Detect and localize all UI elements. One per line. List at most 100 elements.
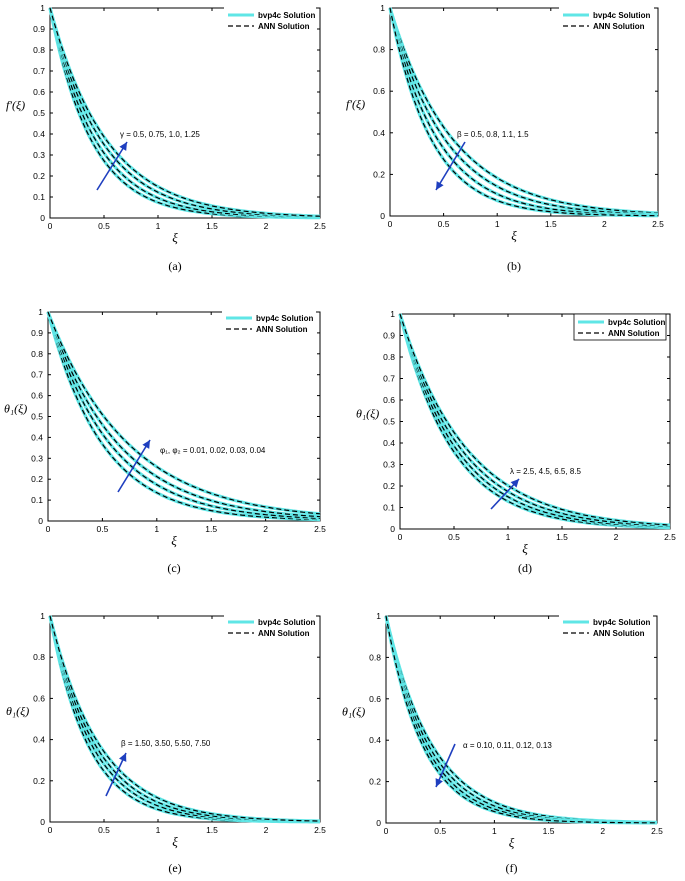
series-ann-3 — [47, 311, 321, 515]
x-tick-label: 1.5 — [206, 221, 218, 231]
trend-arrow — [435, 141, 466, 191]
trend-arrow — [117, 439, 151, 493]
x-tick-label: 2 — [600, 826, 605, 836]
y-tick-label: 0.8 — [369, 652, 381, 662]
panel-caption: (c) — [167, 561, 180, 575]
y-tick-label: 0.4 — [373, 128, 385, 138]
legend-box — [224, 614, 316, 640]
trend-arrow — [96, 141, 128, 191]
chart-panel-a: 0 0.5 1 1.5 2 2.5 0 0.1 0.2 0.3 0.4 0.5 0.6 0.7 0.8 0.9… — [6, 3, 326, 273]
x-axis-title: ξ — [509, 835, 515, 850]
y-tick-label: 0.4 — [33, 735, 45, 745]
legend-dashed-label: ANN Solution — [256, 325, 308, 334]
y-tick-label: 0 — [376, 818, 381, 828]
legend-box — [573, 313, 667, 341]
series-bvp4c-3 — [48, 615, 320, 823]
series-bvp4c-1 — [48, 615, 320, 824]
series-ann-2 — [385, 615, 658, 824]
x-tick-label: 0.5 — [438, 219, 450, 229]
y-tick-label: 0.5 — [31, 412, 43, 422]
y-tick-label: 0.3 — [383, 460, 395, 470]
y-tick-label: 0.2 — [383, 481, 395, 491]
y-tick-label: 0.8 — [33, 652, 45, 662]
x-tick-label: 2.5 — [314, 825, 326, 835]
series-ann-3 — [389, 7, 658, 217]
x-tick-label: 2 — [264, 825, 269, 835]
legend-dashed-label: ANN Solution — [593, 629, 645, 638]
panel-caption: (a) — [168, 259, 181, 273]
x-tick-label: 0 — [388, 219, 393, 229]
plot-frame — [389, 7, 659, 217]
legend: bvp4c Solution ANN Solution — [224, 7, 316, 33]
x-tick-label: 1.5 — [545, 219, 557, 229]
x-tick-label: 1.5 — [543, 826, 555, 836]
series-ann-3 — [49, 7, 321, 217]
y-axis-title: θ₁(ξ) — [4, 402, 27, 416]
x-tick-label: 1.5 — [205, 524, 217, 534]
y-tick-label: 1 — [40, 611, 45, 621]
chart-panel-d: 0 0.5 1 1.5 2 2.5 0 0.1 0.2 0.3 0.4 0.5 0.6 0.7 0.8 0.9… — [356, 309, 676, 575]
series-bvp4c-0 — [388, 7, 659, 215]
legend: bvp4c Solution ANN Solution — [573, 313, 667, 341]
series-ann-0 — [49, 7, 320, 219]
chart-panel-f: 0 0.5 1 1.5 2 2.5 0 0.2 0.4 0.6 0.8 1 ξ θ₁(ξ) bvp4c So… — [342, 611, 663, 875]
parameter-annotation: β = 0.5, 0.8, 1.1, 1.5 — [457, 130, 529, 139]
x-tick-label: 0.5 — [96, 524, 108, 534]
y-tick-label: 0.4 — [369, 735, 381, 745]
parameter-annotation: λ = 2.5, 4.5, 6.5, 8.5 — [510, 467, 581, 476]
series-ann-1 — [49, 615, 320, 823]
plot-frame — [385, 615, 658, 824]
x-tick-label: 0 — [48, 825, 53, 835]
x-tick-label: 0 — [384, 826, 389, 836]
x-tick-label: 1 — [492, 826, 497, 836]
x-tick-label: 1 — [495, 219, 500, 229]
y-tick-label: 0.4 — [383, 438, 395, 448]
series-bvp4c-3 — [384, 615, 658, 825]
y-axis-title: θ₁(ξ) — [356, 407, 379, 421]
legend-dashed-label: ANN Solution — [608, 329, 660, 338]
y-tick-label: 1 — [38, 307, 43, 317]
y-tick-label: 0.8 — [383, 352, 395, 362]
y-tick-label: 0 — [40, 213, 45, 223]
trend-arrowhead — [119, 142, 127, 151]
y-tick-label: 0.6 — [369, 694, 381, 704]
trend-arrowhead — [119, 753, 127, 762]
series-ann-0 — [385, 615, 657, 823]
legend-solid-label: bvp4c Solution — [258, 11, 315, 20]
trend-arrowhead — [142, 440, 150, 449]
series-ann-0 — [399, 313, 671, 529]
legend-solid-label: bvp4c Solution — [593, 11, 650, 20]
series-ann-3 — [399, 313, 671, 526]
y-tick-label: 0.8 — [31, 349, 43, 359]
x-tick-label: 2 — [263, 524, 268, 534]
legend: bvp4c Solution ANN Solution — [224, 614, 316, 640]
y-axis-title: f′(ξ) — [6, 98, 25, 112]
legend-solid-label: bvp4c Solution — [608, 318, 665, 327]
x-tick-label: 1 — [156, 825, 161, 835]
y-tick-label: 0.8 — [33, 45, 45, 55]
legend: bvp4c Solution ANN Solution — [559, 7, 654, 33]
x-tick-label: 0.5 — [98, 221, 110, 231]
y-tick-label: 0.9 — [33, 24, 45, 34]
y-tick-label: 0.6 — [31, 391, 43, 401]
y-tick-label: 0.2 — [369, 777, 381, 787]
series-ann-0 — [389, 7, 659, 214]
legend-dashed-label: ANN Solution — [258, 22, 310, 31]
series-ann-2 — [399, 313, 671, 527]
series-bvp4c-2 — [398, 313, 671, 528]
x-axis-title: ξ — [171, 533, 177, 548]
x-tick-label: 0 — [398, 532, 403, 542]
x-tick-label: 1 — [506, 532, 511, 542]
x-axis-title: ξ — [522, 541, 528, 556]
legend-dashed-label: ANN Solution — [258, 629, 310, 638]
trend-arrowhead — [436, 181, 444, 190]
y-tick-label: 0.1 — [31, 495, 43, 505]
x-tick-label: 0.5 — [98, 825, 110, 835]
series-bvp4c-1 — [384, 615, 657, 825]
y-axis-title: θ₁(ξ) — [6, 704, 29, 718]
legend-solid-label: bvp4c Solution — [258, 618, 315, 627]
y-tick-label: 0.4 — [33, 129, 45, 139]
y-axis-title: θ₁(ξ) — [342, 705, 365, 719]
y-tick-label: 0.9 — [383, 331, 395, 341]
y-tick-label: 0.2 — [373, 169, 385, 179]
